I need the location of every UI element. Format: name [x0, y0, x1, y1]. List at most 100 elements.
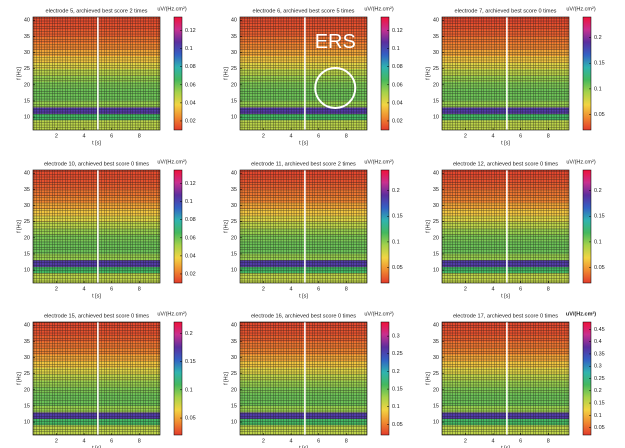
- panel: electrode 16, archieved best score 0 tim…: [223, 311, 402, 448]
- x-tick-label: 8: [547, 133, 550, 139]
- y-tick-label: 20: [231, 235, 237, 241]
- x-tick-label: 8: [547, 286, 550, 292]
- dot-texture: [33, 170, 160, 283]
- colorbar-tick-label: 0.04: [185, 100, 196, 106]
- y-tick-label: 15: [24, 403, 30, 409]
- heatmap: [33, 170, 160, 283]
- x-tick-label: 2: [262, 286, 265, 292]
- y-tick-label: 25: [24, 66, 30, 72]
- colorbar-tick-label: 0.15: [392, 387, 403, 393]
- heatmap: [240, 322, 367, 435]
- panel: electrode 5, archieved best score 2 time…: [16, 6, 195, 146]
- colorbar-tick-label: 0.05: [185, 416, 196, 422]
- colorbar-tick-label: 0.1: [594, 86, 602, 92]
- y-tick-label: 15: [24, 98, 30, 104]
- panel-title: electrode 16, archieved best score 0 tim…: [251, 313, 356, 319]
- plot-frame: [441, 16, 570, 131]
- panel-title: electrode 11, archieved best score 2 tim…: [251, 161, 356, 167]
- x-axis-label: t [s]: [299, 293, 308, 299]
- panel-title: electrode 15, archieved best score 0 tim…: [44, 313, 149, 319]
- dot-texture: [442, 170, 569, 283]
- colorbar-tick-label: 0.02: [392, 118, 403, 124]
- y-tick-label: 30: [231, 203, 237, 209]
- panel: electrode 15, archieved best score 0 tim…: [16, 311, 195, 448]
- y-tick-label: 25: [24, 219, 30, 225]
- dot-texture: [240, 170, 367, 283]
- x-tick-label: 2: [464, 133, 467, 139]
- y-axis-label: f [Hz]: [425, 220, 431, 233]
- colorbar-label: uV/(Hz.cm²): [364, 159, 394, 165]
- y-tick-label: 15: [433, 98, 439, 104]
- panel-title: electrode 12, archieved best score 0 tim…: [453, 161, 558, 167]
- dot-texture: [33, 17, 160, 130]
- colorbar-tick-label: 0.05: [594, 265, 605, 271]
- colorbar-tick-label: 0.2: [392, 369, 400, 375]
- colorbar-tick-label: 0.02: [185, 271, 196, 277]
- colorbar-tick-label: 0.04: [392, 100, 403, 106]
- heatmap: [240, 17, 367, 130]
- x-tick-label: 6: [110, 133, 113, 139]
- colorbar-tick-label: 0.1: [392, 46, 400, 52]
- y-tick-label: 40: [433, 323, 439, 329]
- colorbar-label: uV/(Hz.cm²): [566, 310, 596, 317]
- y-tick-label: 35: [24, 34, 30, 40]
- x-tick-label: 6: [519, 286, 522, 292]
- colorbar: [380, 321, 390, 436]
- y-tick-label: 10: [24, 420, 30, 426]
- colorbar-label: uV/(Hz.cm²): [157, 6, 187, 12]
- colorbar: [380, 169, 390, 284]
- y-tick-label: 30: [231, 50, 237, 56]
- colorbar-tick-label: 0.08: [185, 64, 196, 70]
- panel-title: electrode 10, archieved best score 0 tim…: [44, 161, 149, 167]
- colorbar-label: uV/(Hz.cm²): [157, 311, 187, 317]
- y-tick-label: 25: [433, 219, 439, 225]
- colorbar-tick-label: 0.4: [594, 339, 602, 345]
- plot-frame: [32, 169, 161, 284]
- colorbar-tick-label: 0.05: [392, 265, 403, 271]
- colorbar: [173, 169, 183, 284]
- y-tick-label: 15: [231, 403, 237, 409]
- colorbar-tick-label: 0.25: [594, 376, 605, 382]
- colorbar-tick-label: 0.3: [392, 334, 400, 340]
- y-tick-label: 15: [231, 251, 237, 257]
- colorbar-tick-label: 0.2: [594, 188, 602, 194]
- x-tick-label: 2: [262, 438, 265, 444]
- y-tick-label: 20: [433, 387, 439, 393]
- y-tick-label: 20: [24, 387, 30, 393]
- x-axis-label: t [s]: [299, 445, 308, 448]
- y-axis-label: f [Hz]: [223, 372, 229, 385]
- x-axis-label: t [s]: [92, 293, 101, 299]
- colorbar-tick-label: 0.15: [594, 61, 605, 67]
- y-tick-label: 35: [433, 339, 439, 345]
- y-tick-label: 15: [433, 251, 439, 257]
- y-tick-label: 15: [24, 251, 30, 257]
- x-tick-label: 6: [317, 438, 320, 444]
- colorbar: [173, 16, 183, 131]
- colorbar-tick-label: 0.15: [392, 214, 403, 220]
- x-tick-label: 8: [138, 133, 141, 139]
- x-axis-label: t [s]: [92, 445, 101, 448]
- colorbar-tick-label: 0.04: [185, 253, 196, 259]
- y-axis-label: f [Hz]: [16, 372, 22, 385]
- x-tick-label: 4: [83, 286, 86, 292]
- y-tick-label: 10: [433, 115, 439, 121]
- colorbar-tick-label: 0.12: [185, 181, 196, 187]
- x-tick-label: 4: [83, 133, 86, 139]
- colorbar: [582, 169, 592, 284]
- colorbar-tick-label: 0.1: [185, 46, 193, 52]
- plot-frame: [32, 16, 161, 131]
- y-tick-label: 10: [231, 268, 237, 274]
- x-tick-label: 2: [55, 438, 58, 444]
- colorbar-tick-label: 0.3: [594, 364, 602, 370]
- x-tick-label: 4: [290, 286, 293, 292]
- plot-frame: [441, 321, 570, 436]
- x-axis-label: t [s]: [501, 140, 510, 146]
- x-tick-label: 2: [55, 286, 58, 292]
- colorbar-label: uV/(Hz.cm²): [364, 311, 394, 317]
- y-axis-label: f [Hz]: [223, 67, 229, 80]
- colorbar-tick-label: 0.1: [594, 239, 602, 245]
- plot-frame: [239, 16, 368, 131]
- x-axis-label: t [s]: [299, 140, 308, 146]
- x-tick-label: 8: [345, 438, 348, 444]
